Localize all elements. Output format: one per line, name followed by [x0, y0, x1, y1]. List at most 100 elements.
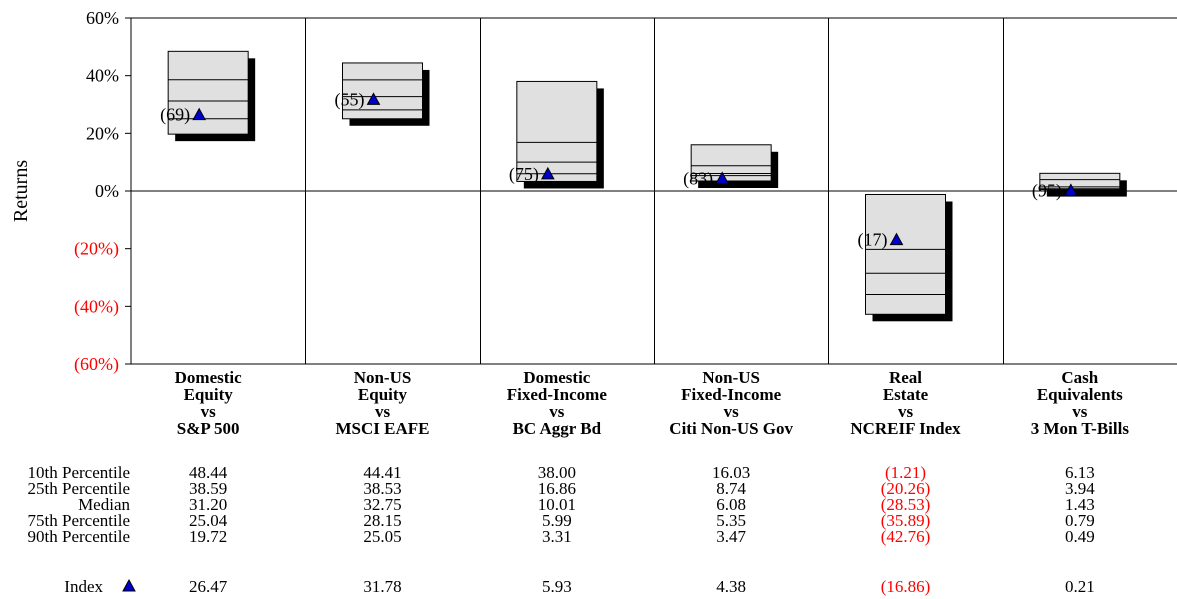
- rank-label: (95): [1032, 180, 1062, 201]
- index-marker: [192, 107, 207, 121]
- table-cell: (35.89): [881, 511, 931, 530]
- category-label-line: Non-US: [702, 368, 760, 387]
- index-marker: [889, 232, 904, 246]
- category-label-line: 3 Mon T-Bills: [1031, 419, 1130, 438]
- table-cell: 44.41: [363, 463, 401, 482]
- table-cell: 38.53: [363, 479, 401, 498]
- rank-label: (69): [160, 105, 190, 126]
- table-row-label: 75th Percentile: [28, 511, 130, 530]
- index-legend-marker: [122, 578, 136, 592]
- percentile-box: [167, 50, 249, 135]
- table-cell: 25.05: [363, 527, 401, 546]
- table-cell: 16.86: [538, 479, 576, 498]
- table-cell: 0.79: [1065, 511, 1095, 530]
- percentile-box: [865, 193, 946, 315]
- floating-bar-5: (95): [1032, 172, 1127, 201]
- table-cell: (42.76): [881, 527, 931, 546]
- table-cell: 38.59: [189, 479, 227, 498]
- index-cell: 0.21: [1065, 577, 1095, 596]
- rank-label: (55): [335, 89, 365, 110]
- table-cell: 5.99: [542, 511, 572, 530]
- index-marker: [366, 92, 381, 105]
- table-row-label: Median: [78, 495, 130, 514]
- category-label-line: vs: [549, 402, 565, 421]
- y-tick-label: 40%: [86, 66, 119, 86]
- category-label-line: vs: [201, 402, 217, 421]
- floating-bar-0: (69): [160, 50, 256, 142]
- category-label-line: Domestic: [175, 368, 242, 387]
- y-tick-label: 20%: [86, 123, 119, 143]
- table-cell: 8.74: [716, 479, 746, 498]
- table-cell: 3.31: [542, 527, 572, 546]
- table-cell: 6.08: [716, 495, 746, 514]
- category-label-line: Fixed-Income: [681, 385, 782, 404]
- percentile-box: [516, 80, 598, 182]
- category-label-line: Equity: [358, 385, 408, 404]
- floating-bar-3: (83): [683, 144, 779, 189]
- table-cell: (28.53): [881, 495, 931, 514]
- table-cell: (20.26): [881, 479, 931, 498]
- category-label-line: Estate: [883, 385, 929, 404]
- category-label-line: vs: [724, 402, 740, 421]
- table-cell: 19.72: [189, 527, 227, 546]
- floating-bar-1: (55): [335, 62, 430, 126]
- table-row-label: 10th Percentile: [28, 463, 130, 482]
- category-label-line: Domestic: [523, 368, 590, 387]
- table-row-label: 90th Percentile: [28, 527, 130, 546]
- table-cell: 48.44: [189, 463, 228, 482]
- y-tick-label: (40%): [74, 296, 119, 317]
- category-label-line: Cash: [1061, 368, 1098, 387]
- index-marker: [1063, 183, 1078, 196]
- category-label-line: Equivalents: [1037, 385, 1123, 404]
- table-cell: 38.00: [538, 463, 576, 482]
- table-cell: 25.04: [189, 511, 228, 530]
- category-label-line: MSCI EAFE: [336, 419, 430, 438]
- table-row-label: 25th Percentile: [28, 479, 130, 498]
- percentile-box: [690, 144, 772, 182]
- table-cell: 3.47: [716, 527, 746, 546]
- y-tick-label: (60%): [74, 354, 119, 375]
- table-cell: 6.13: [1065, 463, 1095, 482]
- table-cell: 16.03: [712, 463, 750, 482]
- y-axis-title: Returns: [10, 160, 32, 222]
- table-cell: 1.43: [1065, 495, 1095, 514]
- index-marker: [540, 166, 555, 180]
- index-cell: 5.93: [542, 577, 572, 596]
- y-tick-label: (20%): [74, 239, 119, 260]
- table-cell: 0.49: [1065, 527, 1095, 546]
- table-cell: 5.35: [716, 511, 746, 530]
- table-cell: 28.15: [363, 511, 401, 530]
- y-tick-label: 60%: [86, 8, 119, 28]
- category-label-line: Real: [889, 368, 922, 387]
- category-label-line: Equity: [184, 385, 234, 404]
- index-row-label: Index: [64, 577, 103, 596]
- index-cell: (16.86): [881, 577, 931, 596]
- table-cell: 3.94: [1065, 479, 1095, 498]
- index-cell: 31.78: [363, 577, 401, 596]
- rank-label: (17): [858, 230, 888, 251]
- index-marker: [715, 171, 730, 184]
- y-axis: 60% 40% 20% 0% (20%) (40%) (60%) Returns: [10, 8, 131, 375]
- category-label-line: vs: [375, 402, 391, 421]
- table-cell: (1.21): [885, 463, 926, 482]
- rank-label: (83): [683, 168, 713, 189]
- y-tick-label: 0%: [95, 181, 119, 201]
- category-label-line: S&P 500: [177, 419, 240, 438]
- category-label-line: NCREIF Index: [850, 419, 961, 438]
- category-label-line: Non-US: [354, 368, 412, 387]
- table-cell: 10.01: [538, 495, 576, 514]
- index-cell: 4.38: [716, 577, 746, 596]
- category-label-line: vs: [1072, 402, 1088, 421]
- category-label-line: BC Aggr Bd: [513, 419, 602, 438]
- percentile-box: [1039, 172, 1121, 191]
- index-cell: 26.47: [189, 577, 228, 596]
- floating-bar-2: (75): [509, 80, 604, 189]
- table-cell: 31.20: [189, 495, 227, 514]
- percentile-table: 10th Percentile 48.44 44.41 38.00 16.03 (1.21…: [28, 463, 1096, 596]
- rank-label: (75): [509, 164, 539, 185]
- category-label-line: vs: [898, 402, 914, 421]
- table-cell: 32.75: [363, 495, 401, 514]
- category-label-line: Fixed-Income: [507, 385, 608, 404]
